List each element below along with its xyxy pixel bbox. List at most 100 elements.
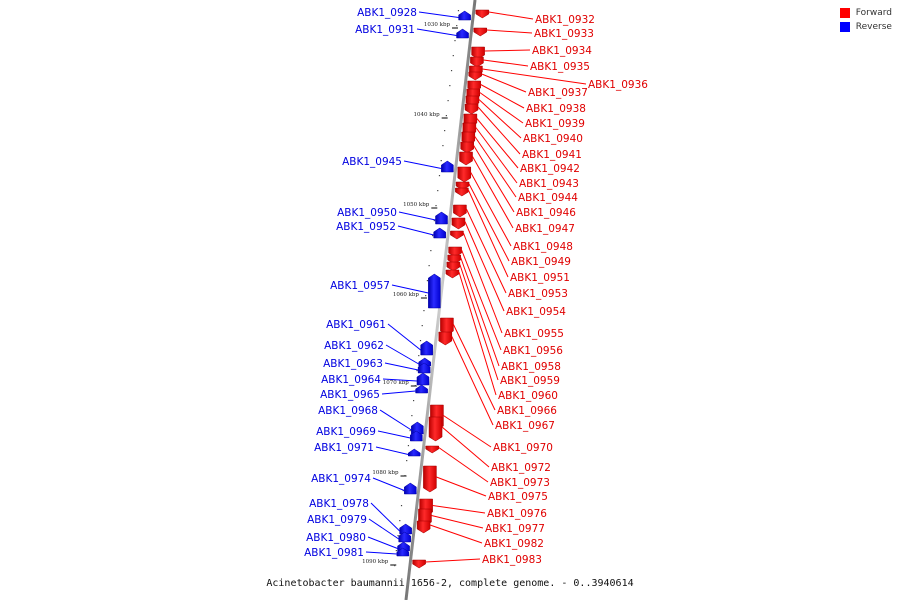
forward-leader-line [470, 172, 512, 247]
forward-leader-line [468, 183, 510, 262]
forward-leader-line [467, 189, 509, 278]
minor-tick [397, 535, 399, 537]
forward-gene-block [412, 559, 426, 569]
minor-tick [428, 265, 430, 267]
reverse-gene-label: ABK1_0964 [321, 374, 381, 386]
minor-tick [450, 70, 453, 72]
forward-gene-block [459, 151, 473, 166]
forward-gene-label: ABK1_0947 [515, 223, 575, 235]
minor-tick [423, 310, 425, 312]
tick-label: 1080 kbp [372, 470, 399, 476]
forward-gene-label: ABK1_0946 [516, 207, 576, 219]
minor-tick [449, 85, 451, 87]
minor-tick [426, 280, 428, 282]
map-caption: Acinetobacter baumannii 1656-2, complete… [266, 578, 634, 589]
forward-leader-line [474, 136, 517, 198]
minor-tick [421, 325, 423, 327]
reverse-gene-block [408, 448, 421, 457]
reverse-gene-block [404, 482, 417, 495]
forward-leader-line [476, 118, 519, 169]
minor-tick [407, 445, 410, 447]
forward-leader-line [478, 99, 522, 139]
forward-gene-block [416, 520, 431, 534]
forward-gene-label: ABK1_0949 [511, 256, 571, 268]
forward-swatch [839, 8, 850, 18]
forward-gene-label: ABK1_0937 [528, 87, 588, 99]
minor-tick [419, 340, 422, 342]
forward-gene-label: ABK1_0973 [490, 477, 550, 489]
reverse-leader-line [418, 11, 459, 18]
forward-gene-label: ABK1_0951 [510, 272, 570, 284]
reverse-gene-block [410, 430, 423, 442]
tick-label: 1040 kbp [414, 112, 441, 118]
forward-gene-block [450, 230, 464, 240]
reverse-gene-label: ABK1_0928 [357, 7, 417, 19]
minor-tick [425, 295, 427, 297]
tick-label: 1030 kbp [424, 22, 451, 28]
forward-gene-label: ABK1_0954 [506, 306, 566, 318]
legend-forward-label: Forward [855, 8, 892, 18]
forward-leader-line [432, 505, 486, 514]
minor-tick [400, 505, 403, 507]
forward-gene-label: ABK1_0933 [534, 28, 594, 40]
reverse-gene-label: ABK1_0950 [337, 207, 397, 219]
reverse-gene-block [399, 523, 412, 535]
minor-tick [414, 385, 416, 387]
minor-tick [406, 460, 408, 462]
reverse-leader-line [365, 551, 397, 555]
forward-gene-label: ABK1_0953 [508, 288, 568, 300]
forward-gene-block [425, 445, 439, 454]
reverse-leader-line [416, 28, 457, 36]
forward-leader-line [477, 106, 521, 155]
minor-tick [395, 550, 397, 552]
forward-gene-label: ABK1_0960 [498, 390, 558, 402]
reverse-gene-block [433, 227, 446, 239]
forward-gene-label: ABK1_0944 [518, 192, 578, 204]
forward-gene-block [451, 217, 466, 230]
forward-leader-line [425, 558, 481, 563]
forward-gene-block [460, 141, 474, 154]
forward-leader-line [472, 156, 514, 229]
reverse-leader-line [368, 518, 399, 540]
reverse-gene-label: ABK1_0979 [307, 514, 367, 526]
forward-gene-label: ABK1_0938 [526, 103, 586, 115]
minor-tick [457, 10, 460, 12]
forward-leader-line [436, 476, 487, 497]
forward-leader-line [452, 324, 496, 411]
reverse-gene-block [420, 340, 433, 356]
forward-leader-line [461, 249, 502, 351]
reverse-gene-block [456, 28, 469, 39]
minor-tick [437, 190, 439, 192]
reverse-gene-block [441, 160, 454, 173]
forward-leader-line [451, 336, 494, 426]
reverse-leader-line [367, 536, 398, 549]
forward-gene-label: ABK1_0956 [503, 345, 563, 357]
reverse-leader-line [382, 378, 418, 382]
forward-gene-block [453, 204, 467, 218]
minor-tick [438, 175, 441, 177]
minor-tick [409, 430, 411, 432]
reverse-leader-line [403, 160, 442, 169]
reverse-gene-block [397, 541, 410, 552]
reverse-gene-block [428, 273, 441, 309]
reverse-gene-label: ABK1_0962 [324, 340, 384, 352]
minor-tick [411, 415, 413, 417]
reverse-gene-label: ABK1_0957 [330, 280, 390, 292]
forward-gene-label: ABK1_0941 [522, 149, 582, 161]
forward-leader-line [460, 257, 500, 367]
reverse-leader-line [385, 344, 419, 365]
forward-gene-label: ABK1_0977 [485, 523, 545, 535]
forward-leader-line [443, 415, 492, 448]
forward-gene-label: ABK1_0975 [488, 491, 548, 503]
reverse-leader-line [384, 362, 419, 371]
reverse-leader-line [370, 502, 400, 532]
reverse-gene-label: ABK1_0931 [355, 24, 415, 36]
minor-tick [430, 250, 432, 252]
minor-tick [447, 100, 449, 102]
forward-leader-line [459, 264, 499, 381]
reverse-leader-line [377, 430, 411, 439]
forward-leader-line [441, 426, 490, 468]
forward-gene-label: ABK1_0959 [500, 375, 560, 387]
reverse-gene-label: ABK1_0969 [316, 426, 376, 438]
